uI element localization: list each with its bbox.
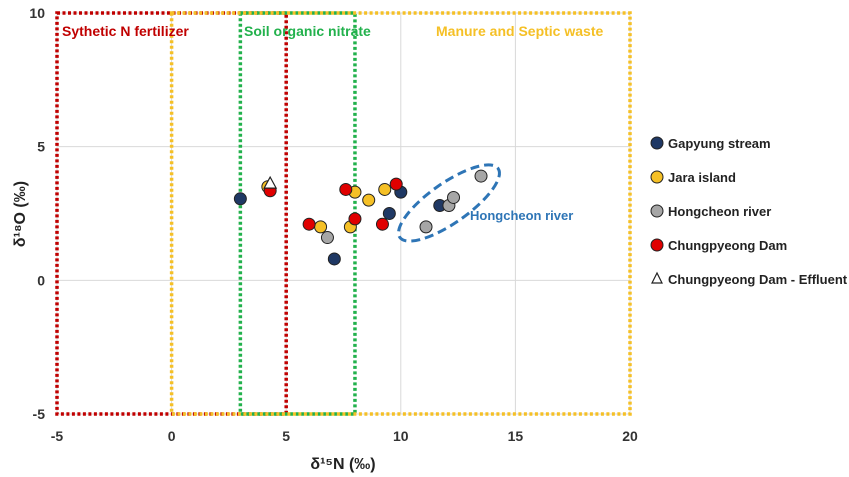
- point-hongcheon-river-1: [419, 220, 433, 234]
- point-gapyung-stream-2: [382, 207, 396, 220]
- point-gapyung-stream-1: [327, 252, 341, 266]
- region-soil-organic-nitrate: [238, 11, 357, 416]
- x-tick-label-5: 20: [622, 428, 638, 444]
- point-jara-island-4: [362, 193, 376, 207]
- region-label-soil: Soil organic nitrate: [244, 23, 371, 39]
- region-manure-septic-waste: [169, 11, 632, 416]
- y-tick-label-3: 10: [29, 5, 45, 21]
- hongcheon-label: Hongcheon river: [470, 208, 573, 223]
- region-synthetic-n-fertilizer: [55, 11, 288, 416]
- x-tick-label-4: 15: [508, 428, 524, 444]
- region-labels: Sythetic N fertilizer Soil organic nitrat…: [62, 23, 603, 39]
- legend-label-jara-island: Jara island: [668, 170, 736, 185]
- x-tick-label-3: 10: [393, 428, 409, 444]
- x-tick-label-1: 0: [168, 428, 176, 444]
- legend-label-gapyung-stream: Gapyung stream: [668, 136, 771, 151]
- point-chungpyeong-dam-5: [389, 177, 403, 191]
- tick-labels: -5 0 5 10 15 20 -5 0 5 10: [29, 5, 638, 444]
- legend-marker-chungpyeong-dam-effluent: [651, 271, 663, 284]
- point-jara-island-1: [314, 220, 328, 234]
- y-axis-title: δ¹⁸O (‰): [12, 181, 29, 247]
- point-gapyung-stream-0: [233, 192, 247, 206]
- hongcheon-annotation: Hongcheon river: [397, 163, 573, 243]
- point-hongcheon-river-0: [320, 231, 334, 245]
- x-tick-label-2: 5: [282, 428, 290, 444]
- point-chungpyeong-dam-1: [302, 217, 316, 231]
- hongcheon-ellipse: [397, 163, 501, 243]
- point-chungpyeong-dam-3: [348, 212, 362, 226]
- point-chungpyeong-dam-4: [375, 217, 389, 231]
- point-chungpyeong-dam-2: [339, 182, 353, 196]
- legend: Gapyung stream Jara island Hongcheon river…: [650, 136, 848, 287]
- legend-label-chungpyeong-dam: Chungpyeong Dam: [668, 238, 787, 253]
- region-label-manure: Manure and Septic waste: [436, 23, 603, 39]
- legend-marker-jara-island: [650, 170, 664, 184]
- y-tick-label-1: 0: [37, 272, 45, 288]
- x-tick-label-0: -5: [51, 428, 64, 444]
- legend-label-chungpyeong-dam-effluent: Chungpyeong Dam - Effluent: [668, 272, 848, 287]
- point-chungpyeong-dam-effluent-0: [263, 175, 278, 189]
- y-tick-label-2: 5: [37, 139, 45, 155]
- point-hongcheon-river-3: [447, 190, 461, 204]
- point-hongcheon-river-4: [474, 169, 488, 183]
- legend-marker-gapyung-stream: [650, 136, 664, 150]
- legend-marker-chungpyeong-dam: [650, 238, 664, 252]
- legend-marker-hongcheon-river: [650, 204, 664, 218]
- region-label-synthetic: Sythetic N fertilizer: [62, 23, 189, 39]
- data-points: [233, 169, 488, 266]
- y-tick-label-0: -5: [33, 406, 46, 422]
- legend-label-hongcheon-river: Hongcheon river: [668, 204, 771, 219]
- point-jara-island-5: [378, 182, 392, 196]
- x-axis-title: δ¹⁵N (‰): [310, 456, 375, 473]
